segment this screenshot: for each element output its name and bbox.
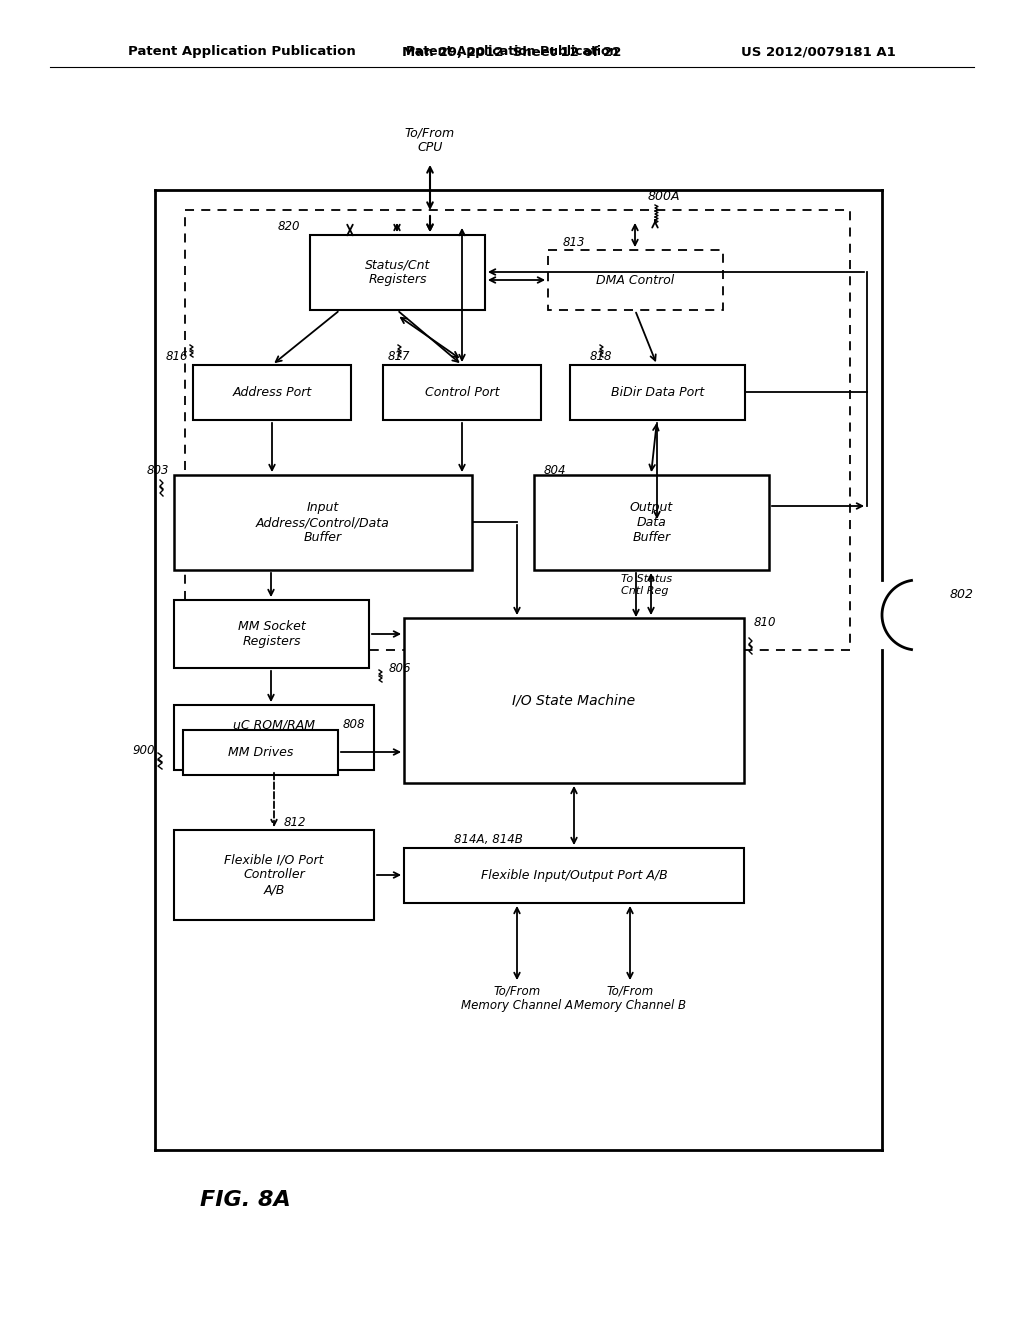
Text: 800A: 800A: [648, 190, 681, 203]
Text: 816: 816: [166, 351, 188, 363]
Bar: [174, 601, 369, 668]
Text: 802: 802: [950, 589, 974, 602]
Text: 806: 806: [389, 661, 412, 675]
Text: To Status
Cntl Reg: To Status Cntl Reg: [621, 574, 672, 595]
Text: I/O State Machine: I/O State Machine: [512, 693, 636, 708]
Text: US 2012/0079181 A1: US 2012/0079181 A1: [741, 45, 896, 58]
Text: BiDir Data Port: BiDir Data Port: [611, 385, 705, 399]
Bar: [183, 730, 338, 775]
Bar: [534, 475, 769, 570]
Text: 817: 817: [388, 351, 411, 363]
Text: To/From
CPU: To/From CPU: [404, 125, 455, 154]
Text: 900: 900: [132, 743, 155, 756]
Text: Output
Data
Buffer: Output Data Buffer: [630, 502, 673, 544]
Bar: [174, 830, 374, 920]
Bar: [548, 249, 723, 310]
Text: DMA Control: DMA Control: [596, 273, 675, 286]
Text: Status/Cnt
Registers: Status/Cnt Registers: [365, 259, 430, 286]
Text: 820: 820: [278, 220, 300, 234]
Text: Mar. 29, 2012  Sheet 12 of 22: Mar. 29, 2012 Sheet 12 of 22: [402, 45, 622, 58]
Text: 810: 810: [754, 616, 776, 630]
Text: Address Port: Address Port: [232, 385, 311, 399]
Text: FIG. 8A: FIG. 8A: [200, 1191, 291, 1210]
Text: 818: 818: [590, 351, 612, 363]
Bar: [174, 475, 472, 570]
Text: uC ROM/RAM: uC ROM/RAM: [233, 718, 315, 731]
Bar: [310, 235, 485, 310]
Bar: [570, 366, 745, 420]
Text: Flexible Input/Output Port A/B: Flexible Input/Output Port A/B: [480, 869, 668, 882]
Text: 813: 813: [563, 235, 586, 248]
Bar: [404, 847, 744, 903]
Text: Flexible I/O Port
Controller
A/B: Flexible I/O Port Controller A/B: [224, 854, 324, 896]
Bar: [185, 210, 850, 649]
Text: 808: 808: [343, 718, 366, 731]
Text: Input
Address/Control/Data
Buffer: Input Address/Control/Data Buffer: [256, 502, 390, 544]
Text: MM Drives: MM Drives: [227, 746, 293, 759]
Text: MM Socket
Registers: MM Socket Registers: [238, 620, 305, 648]
Text: Patent Application Publication: Patent Application Publication: [128, 45, 355, 58]
Text: To/From
Memory Channel B: To/From Memory Channel B: [574, 983, 686, 1012]
Text: 814A, 814B: 814A, 814B: [454, 833, 522, 846]
Text: 812: 812: [284, 816, 306, 829]
Text: Patent Application Publication: Patent Application Publication: [406, 45, 618, 58]
Text: 803: 803: [146, 463, 169, 477]
Bar: [404, 618, 744, 783]
Bar: [174, 705, 374, 770]
Text: 804: 804: [544, 463, 566, 477]
Bar: [383, 366, 541, 420]
Text: To/From
Memory Channel A: To/From Memory Channel A: [461, 983, 573, 1012]
Text: Control Port: Control Port: [425, 385, 500, 399]
Bar: [193, 366, 351, 420]
